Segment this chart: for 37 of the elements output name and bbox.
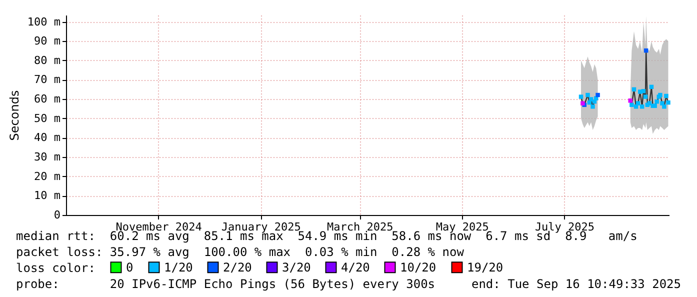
y-tick-label: 20 m: [34, 170, 61, 183]
legend-title: loss color:: [16, 261, 96, 275]
text: end: Tue Sep 16 10:49:33 2025: [471, 277, 681, 291]
y-tick-label: 0: [54, 208, 60, 222]
point: [596, 92, 600, 98]
point: [641, 89, 646, 94]
point: [664, 94, 668, 98]
point: [590, 104, 595, 109]
text: packet loss: 35.97 % avg 100.00 % max 0.03 % min 0.28 % now: [16, 245, 464, 259]
legend-label: 0: [126, 260, 134, 274]
legend-label: 4/20: [341, 260, 370, 274]
y-tick-label: 40 m: [34, 131, 61, 144]
legend-label: 19/20: [467, 260, 504, 274]
legend-label: 10/20: [400, 260, 436, 274]
legend-label: 3/20: [282, 260, 311, 274]
point: [630, 102, 634, 107]
y-tick-label: 80 m: [34, 54, 61, 67]
y-tick-label: 100 m: [27, 15, 61, 28]
y-tick-label: 90 m: [34, 34, 61, 48]
y-axis-title: Seconds: [8, 90, 22, 141]
point: [662, 104, 666, 109]
legend-label: 1/20: [164, 260, 193, 274]
legend-label: 2/20: [223, 260, 252, 274]
point: [643, 94, 648, 99]
y-tick-label: 10 m: [34, 189, 61, 202]
point: [666, 100, 670, 105]
y-tick-label: 30 m: [34, 150, 61, 164]
point: [636, 101, 640, 106]
y-tick-label: 60 m: [34, 92, 61, 106]
point: [654, 99, 659, 104]
point: [588, 97, 594, 102]
text: probe: 20 IPv6-ICMP Echo Pings (56 Bytes) every 300s: [16, 277, 436, 291]
point: [586, 92, 590, 98]
point: [628, 98, 632, 103]
y-tick-label: 50 m: [34, 112, 61, 125]
y-tick-label: 70 m: [34, 73, 61, 86]
point: [578, 94, 584, 99]
